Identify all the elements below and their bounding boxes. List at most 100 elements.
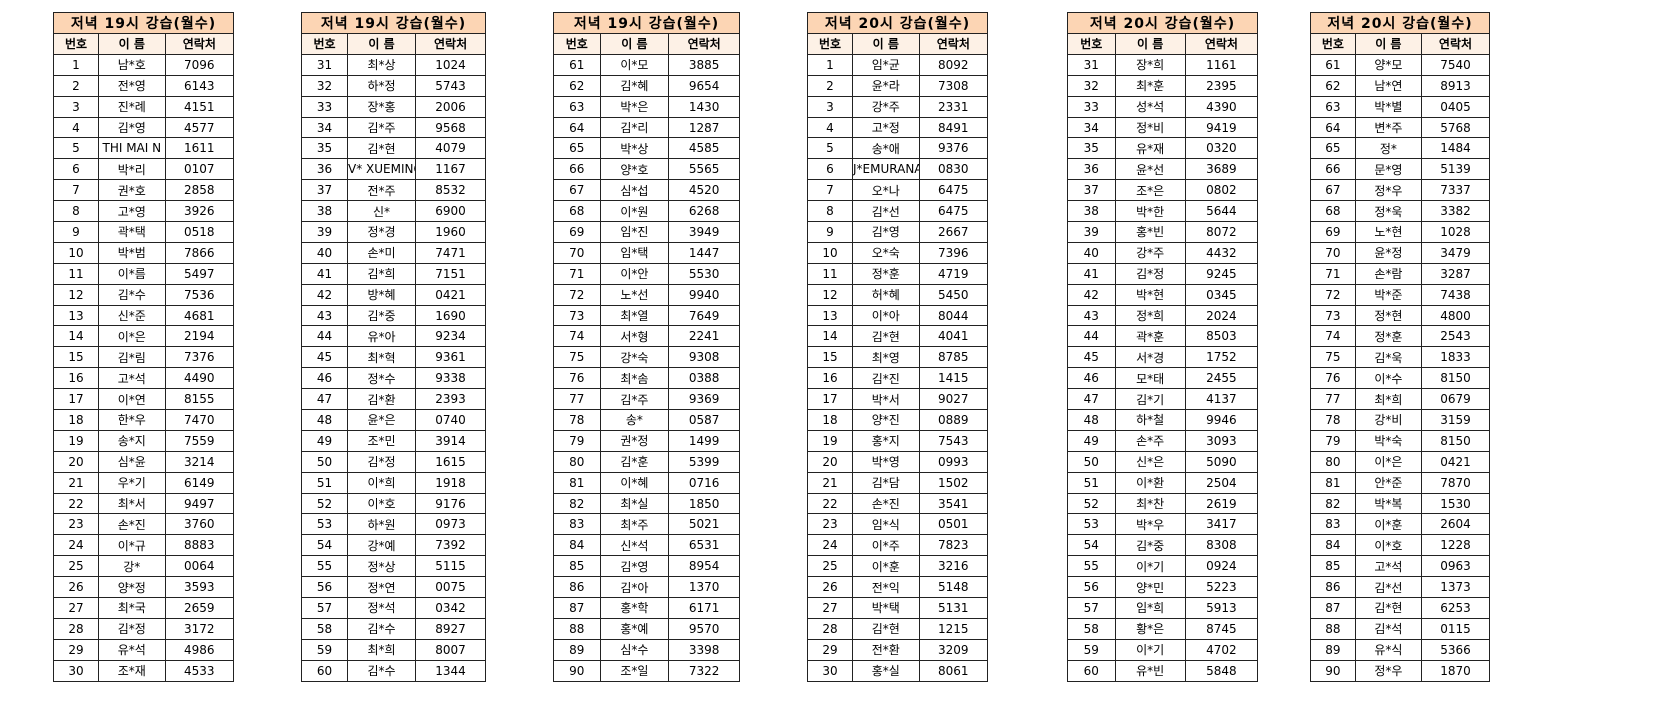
cell: 최*혁	[346, 346, 417, 369]
data-row: 75 김*욱 1833	[1310, 346, 1491, 369]
cell: 69	[1310, 221, 1356, 243]
cell: 권*호	[98, 179, 166, 202]
data-row: 11 이*름 5497	[53, 262, 235, 285]
cell: 박*준	[1354, 283, 1422, 306]
cell: 김*정	[1114, 262, 1186, 285]
cell: 0740	[415, 409, 487, 431]
cell: 김*정	[346, 450, 417, 473]
cell: 3	[807, 95, 853, 118]
data-row: 17 박*서 9027	[807, 388, 989, 411]
cell: 75	[1310, 346, 1356, 369]
cell: 김*중	[346, 304, 417, 327]
cell: 5565	[668, 158, 741, 181]
cell: 59	[301, 638, 348, 661]
cell: 27	[807, 597, 853, 619]
cell: 35	[301, 137, 348, 160]
cell: 최*주	[599, 513, 670, 536]
cell: 정*연	[346, 576, 417, 599]
cell: 김*아	[599, 576, 670, 599]
cell: 장*희	[1114, 53, 1186, 76]
data-row: 85 김*영 8954	[553, 555, 741, 578]
cell: 47	[1067, 388, 1116, 411]
cell: 박*한	[1114, 200, 1186, 223]
cell: 21	[807, 471, 853, 494]
cell: 3479	[1420, 241, 1491, 264]
cell: 임*택	[599, 241, 670, 264]
cell: 20	[807, 450, 853, 473]
data-row: 23 임*식 0501	[807, 513, 989, 536]
cell: 정*상	[346, 555, 417, 578]
cell: 25	[807, 555, 853, 578]
cell: 73	[1310, 304, 1356, 327]
cell: 조*은	[1114, 179, 1186, 202]
cell: 38	[1067, 200, 1116, 223]
roster-table: 저녁 19시 강습(월수) 번호 이 름 연락처 31 최*상 1024 32 하*정 5743 3…	[300, 12, 487, 682]
cell: 8072	[1184, 221, 1259, 243]
data-row: 36 윤*선 3689	[1067, 158, 1259, 181]
data-row: 5 송*애 9376	[807, 137, 989, 160]
data-row: 63 박*별 0405	[1310, 95, 1491, 118]
cell: 박*숙	[1354, 429, 1422, 452]
cell: 5644	[1184, 200, 1259, 223]
cell: 83	[553, 513, 601, 536]
cell: 서*형	[599, 325, 670, 348]
cell: 8785	[918, 346, 989, 369]
cell: 4520	[668, 179, 741, 202]
cell: 정*훈	[852, 262, 920, 285]
cell: 68	[553, 200, 601, 223]
cell: 2	[807, 74, 853, 97]
cell: 79	[1310, 429, 1356, 452]
data-row: 90 정*우 1870	[1310, 659, 1491, 682]
cell: 90	[553, 659, 601, 682]
cell: 4041	[918, 325, 989, 348]
cell: 정*현	[1354, 304, 1422, 327]
column-header: 번호	[53, 33, 99, 55]
data-row: 20 심*윤 3214	[53, 450, 235, 473]
cell: 7559	[164, 429, 235, 452]
cell: 강*주	[1114, 241, 1186, 264]
data-row: 48 하*철 9946	[1067, 409, 1259, 431]
cell: 0405	[1420, 95, 1491, 118]
column-header: 이 름	[599, 33, 670, 55]
cell: 신*은	[1114, 450, 1186, 473]
data-row: 53 박*우 3417	[1067, 513, 1259, 536]
data-row: 52 최*찬 2619	[1067, 492, 1259, 515]
cell: 45	[1067, 346, 1116, 369]
cell: 86	[553, 576, 601, 599]
data-row: 74 정*훈 2543	[1310, 325, 1491, 348]
data-row: 32 최*훈 2395	[1067, 74, 1259, 97]
cell: 강*	[98, 555, 166, 578]
cell: 4585	[668, 137, 741, 160]
cell: 유*빈	[1114, 659, 1186, 682]
cell: 1752	[1184, 346, 1259, 369]
cell: 9376	[918, 137, 989, 160]
cell: 0802	[1184, 179, 1259, 202]
cell: 1373	[1420, 576, 1491, 599]
cell: 정*경	[346, 221, 417, 243]
cell: 41	[301, 262, 348, 285]
data-row: 24 이*규 8883	[53, 534, 235, 557]
cell: 이*은	[98, 325, 166, 348]
cell: 박*복	[1354, 492, 1422, 515]
cell: 51	[1067, 471, 1116, 494]
cell: 0345	[1184, 283, 1259, 306]
cell: 24	[53, 534, 99, 557]
cell: 1167	[415, 158, 487, 181]
cell: 71	[1310, 262, 1356, 285]
cell: 김*선	[1354, 576, 1422, 599]
cell: 3541	[918, 492, 989, 515]
cell: 0075	[415, 576, 487, 599]
cell: 4079	[415, 137, 487, 160]
cell: 16	[807, 367, 853, 390]
data-row: 61 양*모 7540	[1310, 53, 1491, 76]
cell: 홍*예	[599, 617, 670, 640]
data-row: 10 오*숙 7396	[807, 241, 989, 264]
cell: 이*규	[98, 534, 166, 557]
data-row: 8 김*선 6475	[807, 200, 989, 223]
cell: 0830	[918, 158, 989, 181]
cell: 7471	[415, 241, 487, 264]
data-row: 60 유*빈 5848	[1067, 659, 1259, 682]
cell: 61	[1310, 53, 1356, 76]
data-row: 21 김*담 1502	[807, 471, 989, 494]
cell: 김*욱	[1354, 346, 1422, 369]
